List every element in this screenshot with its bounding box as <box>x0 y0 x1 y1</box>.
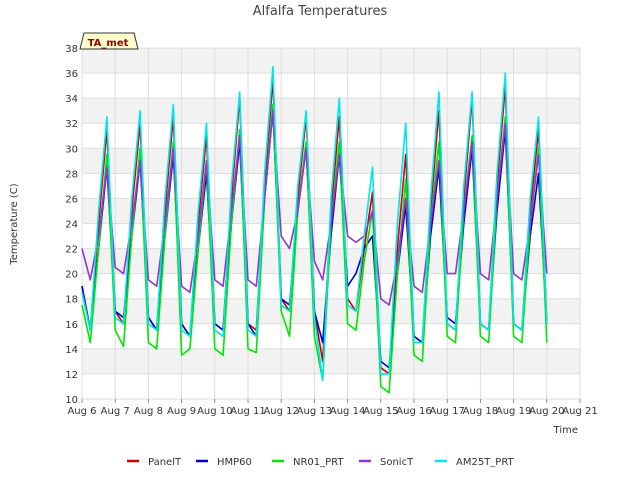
x-tick-label: Aug 9 <box>167 406 196 417</box>
y-tick-label: 22 <box>65 245 78 256</box>
y-tick-label: 30 <box>65 144 78 155</box>
x-tick-label: Aug 14 <box>330 406 365 417</box>
legend-label: NR01_PRT <box>293 457 344 468</box>
y-tick-label: 34 <box>65 94 78 105</box>
legend-item: PanelT <box>127 457 182 468</box>
x-tick-label: Aug 8 <box>134 406 163 417</box>
x-tick-label: Aug 19 <box>496 406 531 417</box>
y-axis-ticks: 10 12 14 16 18 20 22 24 26 28 30 32 34 36 38 <box>65 44 78 406</box>
legend-item: NR01_PRT <box>272 457 344 468</box>
x-tick-label: Aug 17 <box>429 406 464 417</box>
x-tick-label: Aug 13 <box>297 406 332 417</box>
grid-band <box>82 348 580 374</box>
legend-label: PanelT <box>148 457 182 468</box>
x-tick-label: Aug 11 <box>230 406 265 417</box>
y-tick-label: 32 <box>65 119 78 130</box>
grid-band <box>82 248 580 274</box>
y-tick-label: 12 <box>65 370 78 381</box>
legend-label: HMP60 <box>217 457 252 468</box>
y-tick-label: 36 <box>65 69 78 80</box>
x-tick-label: Aug 16 <box>396 406 431 417</box>
y-tick-label: 24 <box>65 220 78 231</box>
grid-band <box>82 148 580 174</box>
series-lines <box>81 66 548 394</box>
x-tick-label: Aug 20 <box>529 406 564 417</box>
chart-title: Alfalfa Temperatures <box>253 4 388 19</box>
y-axis-label: Temperature (C) <box>9 183 20 265</box>
annotation-label: TA_met <box>88 38 129 49</box>
grid-band <box>82 98 580 124</box>
y-tick-label: 16 <box>65 320 78 331</box>
x-tick-label: Aug 21 <box>562 406 597 417</box>
x-tick-label: Aug 6 <box>67 406 96 417</box>
series-line-am25t-prt <box>81 66 548 381</box>
legend-item: SonicT <box>359 457 414 468</box>
y-tick-label: 18 <box>65 295 78 306</box>
x-tick-label: Aug 10 <box>197 406 232 417</box>
legend-item: AM25T_PRT <box>435 457 515 468</box>
x-tick-label: Aug 12 <box>263 406 298 417</box>
x-tick-label: Aug 7 <box>101 406 130 417</box>
legend-label: SonicT <box>380 457 414 468</box>
y-tick-label: 10 <box>65 395 78 406</box>
x-axis-label: Time <box>553 425 578 436</box>
legend: PanelT HMP60 NR01_PRT SonicT AM25T_PRT <box>127 457 515 468</box>
y-tick-label: 20 <box>65 270 78 281</box>
x-tick-label: Aug 15 <box>363 406 398 417</box>
y-tick-label: 26 <box>65 194 78 205</box>
y-tick-label: 38 <box>65 44 78 55</box>
grid-band <box>82 298 580 324</box>
y-tick-label: 28 <box>65 169 78 180</box>
grid-band <box>82 48 580 74</box>
annotation-box: TA_met <box>79 32 139 50</box>
series-line-sonict <box>81 109 548 306</box>
y-tick-label: 14 <box>65 345 78 356</box>
legend-item: HMP60 <box>196 457 252 468</box>
x-tick-label: Aug 18 <box>463 406 498 417</box>
legend-label: AM25T_PRT <box>456 457 515 468</box>
